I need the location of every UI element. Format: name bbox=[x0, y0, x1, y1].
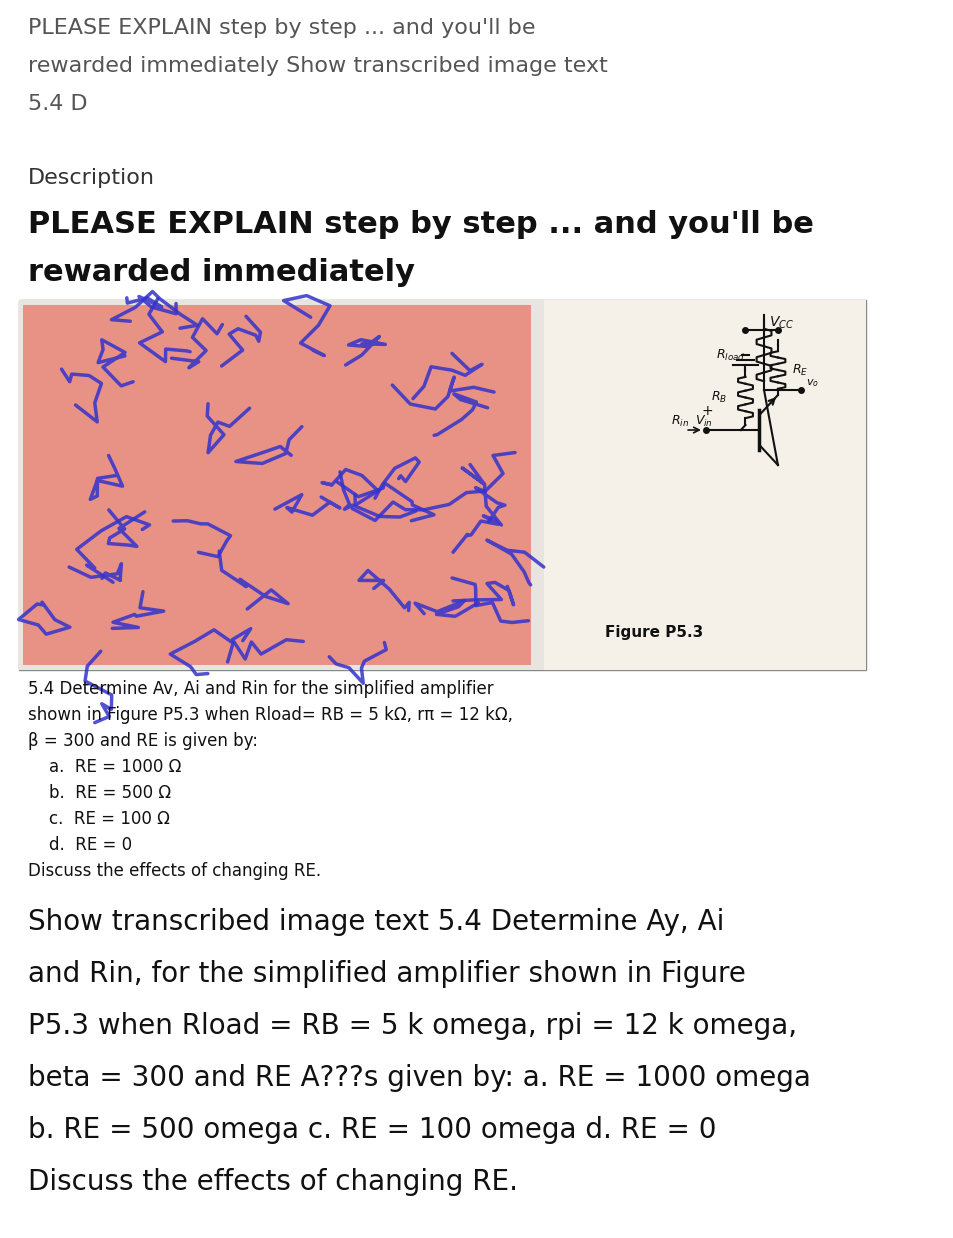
FancyBboxPatch shape bbox=[23, 305, 531, 665]
Text: b. RE = 500 omega c. RE = 100 omega d. RE = 0: b. RE = 500 omega c. RE = 100 omega d. R… bbox=[28, 1115, 716, 1144]
Text: $R_E$: $R_E$ bbox=[791, 363, 807, 378]
Text: $R_{in}$: $R_{in}$ bbox=[671, 413, 689, 430]
Text: $R_B$: $R_B$ bbox=[710, 390, 726, 405]
Text: Discuss the effects of changing RE.: Discuss the effects of changing RE. bbox=[28, 862, 320, 880]
Text: c.  RE = 100 Ω: c. RE = 100 Ω bbox=[28, 810, 170, 828]
Text: Description: Description bbox=[28, 168, 154, 188]
Text: shown in Figure P5.3 when Rload= RB = 5 kΩ, rπ = 12 kΩ,: shown in Figure P5.3 when Rload= RB = 5 … bbox=[28, 706, 513, 724]
Text: +: + bbox=[701, 404, 713, 418]
Text: $V_{in}$: $V_{in}$ bbox=[694, 413, 712, 430]
Text: P5.3 when Rload = RB = 5 k omega, rpi = 12 k omega,: P5.3 when Rload = RB = 5 k omega, rpi = … bbox=[28, 1011, 796, 1040]
Text: rewarded immediately: rewarded immediately bbox=[28, 258, 415, 287]
Text: rewarded immediately Show transcribed image text: rewarded immediately Show transcribed im… bbox=[28, 56, 607, 76]
Text: $V_{CC}$: $V_{CC}$ bbox=[768, 314, 793, 332]
FancyBboxPatch shape bbox=[18, 300, 543, 670]
Text: Figure P5.3: Figure P5.3 bbox=[604, 625, 702, 640]
Text: b.  RE = 500 Ω: b. RE = 500 Ω bbox=[28, 784, 171, 802]
Text: d.  RE = 0: d. RE = 0 bbox=[28, 836, 132, 854]
Text: 5.4 D: 5.4 D bbox=[28, 94, 88, 114]
Text: PLEASE EXPLAIN step by step ... and you'll be: PLEASE EXPLAIN step by step ... and you'… bbox=[28, 19, 535, 38]
Text: 5.4 Determine Av, Ai and Rin for the simplified amplifier: 5.4 Determine Av, Ai and Rin for the sim… bbox=[28, 680, 493, 698]
Text: PLEASE EXPLAIN step by step ... and you'll be: PLEASE EXPLAIN step by step ... and you'… bbox=[28, 210, 813, 239]
Text: Discuss the effects of changing RE.: Discuss the effects of changing RE. bbox=[28, 1167, 517, 1196]
Text: and Rin, for the simplified amplifier shown in Figure: and Rin, for the simplified amplifier sh… bbox=[28, 959, 745, 988]
Text: $R_{load}$: $R_{load}$ bbox=[716, 348, 744, 363]
Text: a.  RE = 1000 Ω: a. RE = 1000 Ω bbox=[28, 758, 181, 776]
FancyBboxPatch shape bbox=[18, 300, 864, 670]
Text: beta = 300 and RE A???s given by: a. RE = 1000 omega: beta = 300 and RE A???s given by: a. RE … bbox=[28, 1063, 810, 1092]
Text: Show transcribed image text 5.4 Determine Ay, Ai: Show transcribed image text 5.4 Determin… bbox=[28, 907, 723, 936]
FancyBboxPatch shape bbox=[543, 300, 864, 670]
Text: $v_o$: $v_o$ bbox=[805, 378, 818, 389]
Text: β = 300 and RE is given by:: β = 300 and RE is given by: bbox=[28, 732, 257, 750]
